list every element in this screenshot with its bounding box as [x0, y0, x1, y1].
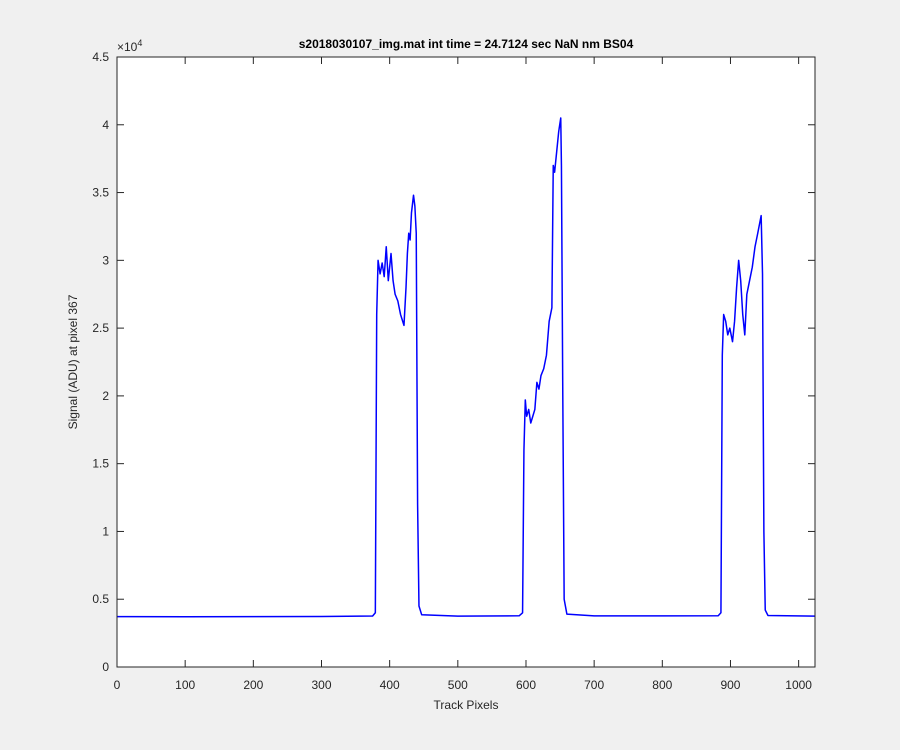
- y-tick-label: 4.5: [92, 50, 109, 64]
- y-tick-label: 2: [102, 389, 109, 403]
- x-tick-label: 500: [448, 678, 468, 692]
- x-tick-label: 200: [243, 678, 263, 692]
- x-tick-label: 900: [720, 678, 740, 692]
- y-tick-label: 0: [102, 660, 109, 674]
- y-tick-label: 4: [102, 118, 109, 132]
- x-tick-label: 600: [516, 678, 536, 692]
- y-tick-label: 3: [102, 253, 109, 267]
- y-axis-label: Signal (ADU) at pixel 367: [66, 294, 80, 429]
- y-tick-label: 0.5: [92, 592, 109, 606]
- x-tick-label: 100: [175, 678, 195, 692]
- y-tick-label: 2.5: [92, 321, 109, 335]
- x-tick-label: 800: [652, 678, 672, 692]
- chart-title: s2018030107_img.mat int time = 24.7124 s…: [299, 37, 634, 51]
- x-tick-label: 400: [380, 678, 400, 692]
- x-axis-label: Track Pixels: [434, 698, 499, 712]
- multiplier-base: ×10: [117, 40, 138, 54]
- x-tick-label: 300: [311, 678, 331, 692]
- y-multiplier: ×104: [117, 38, 142, 54]
- y-tick-label: 1.5: [92, 457, 109, 471]
- multiplier-power: 4: [137, 38, 142, 48]
- x-tick-label: 0: [114, 678, 121, 692]
- x-tick-label: 1000: [785, 678, 812, 692]
- y-tick-label: 3.5: [92, 186, 109, 200]
- x-tick-label: 700: [584, 678, 604, 692]
- plot-area: [117, 57, 815, 667]
- axes-box: [116, 56, 816, 668]
- signal-line: [116, 117, 816, 618]
- y-tick-label: 1: [102, 524, 109, 538]
